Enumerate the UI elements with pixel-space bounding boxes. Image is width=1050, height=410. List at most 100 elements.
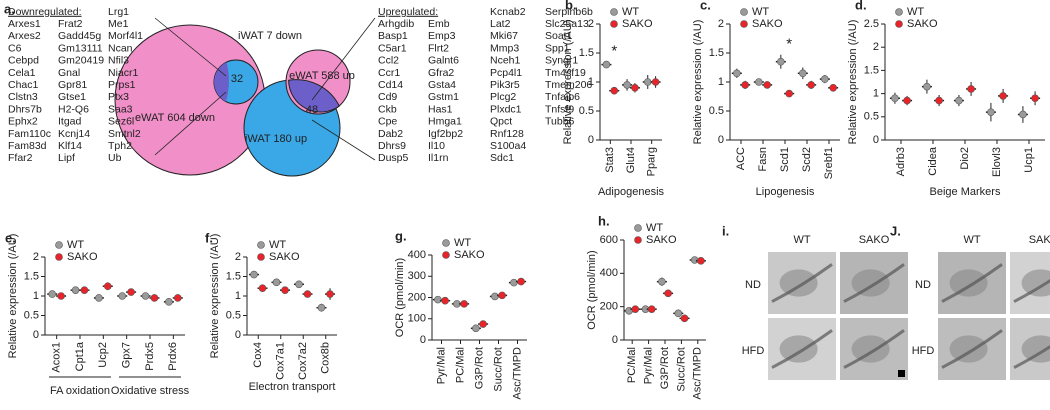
list-heading: Upregulated: [378,6,438,18]
legend-marker [442,251,450,259]
gene-name: Lat2 [490,18,511,30]
gene-name: Gtse1 [58,91,86,103]
gene-name: Saa3 [108,103,133,115]
x-tick-label: Scd2 [801,147,813,172]
gene-name: Syngr1 [545,55,578,67]
legend-label: SAKO [454,249,485,261]
gene-name: Frat2 [58,18,83,30]
gene-name: Ffar2 [8,152,33,164]
list-heading: Downregulated: [8,6,82,18]
mean-dot [95,294,103,302]
y-tick-label: 0 [33,329,39,341]
gene-name: Ckb [378,103,397,115]
venn-down [114,24,266,176]
gene-name: Cd9 [378,91,397,103]
mean-dot [999,92,1007,100]
y-tick-label: 2 [718,18,724,30]
x-tick-label: Adrb3 [895,147,907,176]
mean-dot [777,57,785,66]
micrograph-feature [949,269,988,297]
x-tick-label: PC/Mal [454,347,466,383]
mean-dot [103,282,112,291]
gene-name: Emb [428,18,450,30]
gene-name: Gsta4 [428,79,456,91]
mean-dot [295,280,303,289]
gene-name: Gpr81 [58,79,87,91]
legend-marker [442,239,450,247]
mean-dot [141,292,150,300]
x-tick-label: Asc/TMPD [511,347,523,400]
x-tick-label: Succ/Rot [675,347,687,392]
micrograph-feature [1021,335,1050,363]
mean-dot [441,296,449,305]
gene-name: Pik3r5 [490,79,520,91]
x-tick-label: Asc/TMPD [692,347,704,400]
legend-marker [634,224,642,232]
gene-name: Basp1 [378,30,408,42]
venn-label: iWAT 7 down [238,30,302,42]
panel-label: c. [700,0,711,12]
y-tick-label: 400 [600,267,618,279]
gene-name: Slc25a13 [545,18,589,30]
legend-label: WT [907,6,924,18]
mean-dot [935,96,943,105]
y-tick-label: 0.5 [226,309,241,321]
mean-dot [625,307,633,315]
panel-label: a. [4,1,15,16]
mean-dot [674,309,683,318]
mean-dot [127,288,135,296]
gene-name: Kcnj14 [58,128,90,140]
panel-label: d. [855,0,867,12]
gene-name: Plcg2 [490,91,516,103]
mean-dot [517,277,525,286]
mean-dot [460,300,468,308]
legend-label: WT [454,237,471,249]
x-tick-label: Pparg [646,147,658,176]
gene-name: Dhrs9 [378,140,406,152]
gene-name: C5ar1 [378,42,407,54]
x-tick-label: Ucp1 [1023,147,1035,173]
gene-name: Ptx3 [108,91,129,103]
mean-dot [664,289,672,298]
gene-name: Arxes1 [8,18,41,30]
gene-name: Ncan [108,42,133,54]
row-label: ND [745,279,761,291]
gene-name: Igf2bp2 [428,128,463,140]
gene-name: Niacr1 [108,67,139,79]
mean-dot [491,292,499,301]
significance: * [611,43,617,60]
panel-label: J. [890,223,901,238]
y-axis-title: Relative expression (/AU) [847,20,859,145]
mean-dot [755,78,763,86]
micrograph-feature [843,263,905,303]
legend-marker [895,8,903,16]
micrograph-feature [941,263,1003,303]
gene-name: Gfra2 [428,67,454,79]
x-tick-label: Pyr/Mal [643,347,655,384]
mean-dot [631,305,640,313]
y-tick-label: 400 [408,249,426,261]
mean-dot [173,294,182,302]
y-tick-label: 0.5 [709,105,724,117]
x-axis-title: Beige Markers [930,186,1001,198]
mean-dot [272,278,281,287]
gene-name: S100a4 [490,140,526,152]
micrograph-feature [843,329,905,369]
x-axis-title: FA oxidation [50,385,110,397]
y-tick-label: 2 [873,41,879,53]
x-tick-label: G3P/Rot [473,347,485,389]
connector [311,17,376,101]
y-tick-label: 300 [408,270,426,282]
mean-dot [763,81,771,89]
legend-marker [610,8,618,16]
gene-name: Cpe [378,116,397,128]
mean-dot [923,82,931,91]
connector-lines [154,17,376,161]
significance: * [786,36,792,53]
gene-name: Fam83d [8,140,47,152]
mean-dot [690,256,699,264]
gene-name: Kcnab2 [490,6,526,18]
x-tick-label: Stat3 [604,147,616,173]
panel-label: f. [205,230,213,245]
legend-label: SAKO [622,18,653,30]
